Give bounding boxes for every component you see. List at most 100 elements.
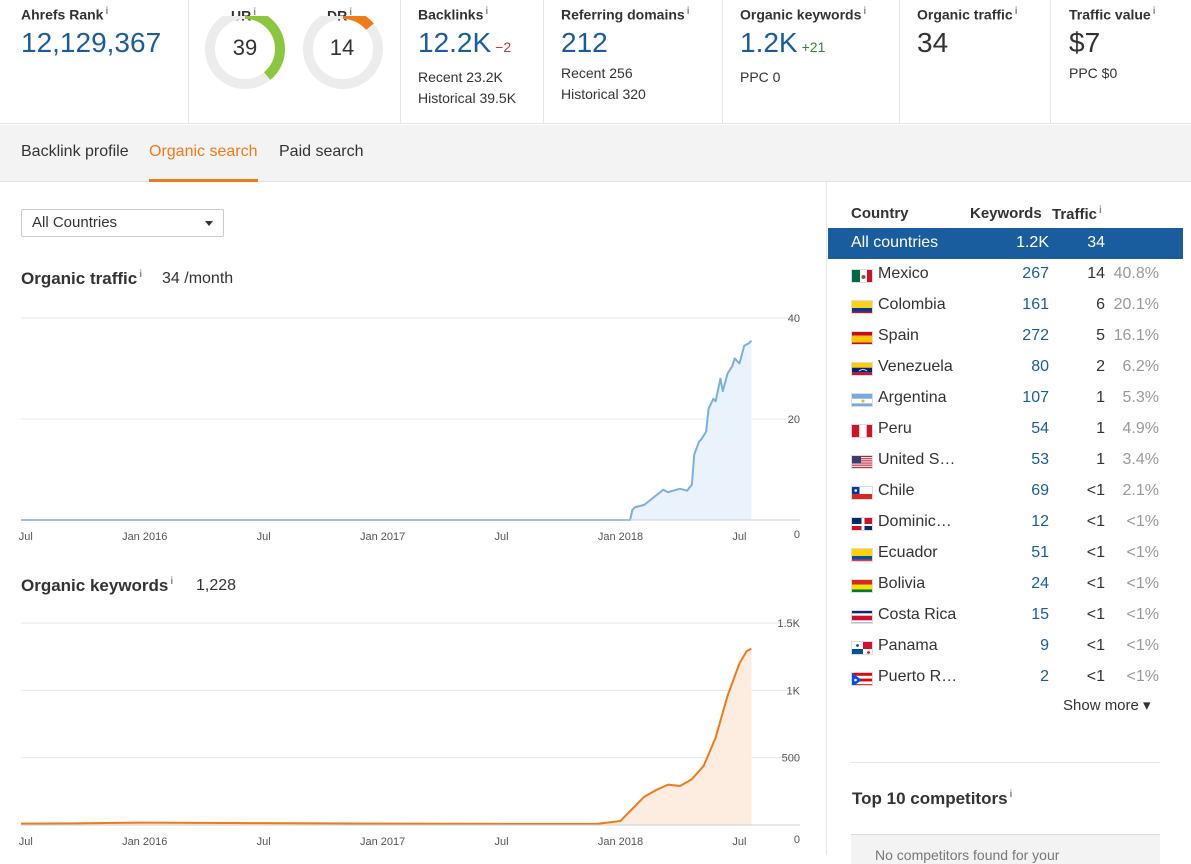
country-keywords[interactable]: 80	[1031, 358, 1049, 376]
country-keywords[interactable]: 69	[1031, 482, 1049, 500]
country-traffic-share: 16.1%	[1114, 327, 1159, 345]
country-name: All countries	[851, 234, 971, 252]
table-row[interactable]: Dominic…12<1<1%	[828, 507, 1183, 538]
table-row[interactable]: Venezuela 80 2 6.2%	[828, 352, 1183, 383]
table-row[interactable]: Puerto R…2<1<1%	[828, 662, 1183, 693]
country-traffic-share: 3.4%	[1123, 451, 1159, 469]
country-keywords[interactable]: 2	[1040, 668, 1049, 686]
country-name[interactable]: Puerto R…	[878, 668, 960, 686]
show-more-link[interactable]: Show more ▾	[1063, 696, 1151, 714]
info-icon[interactable]: i	[1015, 6, 1018, 17]
country-keywords[interactable]: 1.2K	[1016, 234, 1049, 252]
country-name[interactable]: Bolivia	[878, 575, 960, 593]
country-traffic: 1	[1096, 389, 1105, 407]
x-tick-label: Jan 2018	[598, 531, 643, 543]
country-name[interactable]: United S…	[878, 451, 960, 469]
country-traffic-share: 20.1%	[1114, 296, 1159, 314]
info-icon[interactable]: i	[1153, 6, 1156, 17]
country-name[interactable]: Spain	[878, 327, 960, 345]
country-traffic: <1	[1087, 575, 1105, 593]
country-keywords[interactable]: 267	[1022, 265, 1049, 283]
country-traffic: 2	[1096, 358, 1105, 376]
backlinks-value[interactable]: 12.2K	[418, 27, 491, 58]
country-keywords[interactable]: 9	[1040, 637, 1049, 655]
tab-paid-search[interactable]: Paid search	[279, 125, 364, 182]
tab-organic-search[interactable]: Organic search	[149, 125, 258, 182]
x-tick-label: Jan 2017	[360, 836, 405, 848]
table-row-all-countries[interactable]: All countries 1.2K 34	[828, 228, 1183, 259]
country-name[interactable]: Costa Rica	[878, 606, 960, 624]
info-icon[interactable]: i	[863, 6, 866, 17]
country-filter-select[interactable]: All Countries	[21, 209, 224, 237]
country-keywords[interactable]: 107	[1022, 389, 1049, 407]
series-area	[21, 341, 751, 520]
country-name[interactable]: Peru	[878, 420, 960, 438]
x-tick-label: Jul	[19, 531, 33, 543]
referring-domains-value[interactable]: 212	[561, 27, 722, 59]
info-icon[interactable]: i	[687, 6, 690, 17]
country-filter-value: All Countries	[32, 214, 117, 231]
country-name[interactable]: Argentina	[878, 389, 960, 407]
flag-pr-icon	[851, 672, 873, 686]
x-tick-label: Jan 2018	[598, 836, 643, 848]
country-keywords[interactable]: 15	[1031, 606, 1049, 624]
referring-domains-recent: Recent 256	[561, 63, 722, 84]
traffic-value-value: $7	[1069, 27, 1191, 59]
info-icon[interactable]: i	[1099, 205, 1102, 216]
x-tick-label: Jul	[257, 531, 271, 543]
country-traffic: 34	[1087, 234, 1105, 252]
country-keywords[interactable]: 53	[1031, 451, 1049, 469]
competitors-empty-box: No competitors found for your	[851, 834, 1160, 864]
country-name[interactable]: Colombia	[878, 296, 960, 314]
country-keywords[interactable]: 54	[1031, 420, 1049, 438]
country-name[interactable]: Venezuela	[878, 358, 960, 376]
country-header[interactable]: Country	[851, 205, 909, 222]
country-keywords[interactable]: 272	[1022, 327, 1049, 345]
info-icon[interactable]: i	[485, 6, 488, 17]
info-icon[interactable]: i	[105, 6, 108, 17]
country-name[interactable]: Dominic…	[878, 513, 960, 531]
country-keywords[interactable]: 12	[1031, 513, 1049, 531]
info-icon[interactable]: i	[1010, 789, 1013, 800]
country-traffic: 14	[1087, 265, 1105, 283]
traffic-header[interactable]: Traffic	[1052, 206, 1097, 223]
country-keywords[interactable]: 51	[1031, 544, 1049, 562]
country-name[interactable]: Ecuador	[878, 544, 960, 562]
info-icon[interactable]: i	[139, 269, 142, 280]
country-traffic: <1	[1087, 637, 1105, 655]
country-name[interactable]: Chile	[878, 482, 960, 500]
country-traffic: <1	[1087, 544, 1105, 562]
y-tick-label: 0	[794, 529, 800, 541]
organic-keywords-chart-title: Organic keywords	[21, 576, 168, 595]
country-traffic: <1	[1087, 513, 1105, 531]
country-traffic-share: 6.2%	[1123, 358, 1159, 376]
country-keywords[interactable]: 24	[1031, 575, 1049, 593]
flag-ec-icon	[851, 548, 873, 562]
info-icon[interactable]: i	[170, 576, 173, 587]
flag-ar-icon	[851, 393, 873, 407]
tab-backlink-profile[interactable]: Backlink profile	[21, 125, 129, 182]
y-tick-label: 1.5K	[777, 618, 800, 630]
caret-down-icon	[205, 221, 213, 226]
keywords-header[interactable]: Keywords	[970, 205, 1042, 222]
flag-cr-icon	[851, 610, 873, 624]
country-name[interactable]: Panama	[878, 637, 960, 655]
country-name[interactable]: Mexico	[878, 265, 960, 283]
flag-bo-icon	[851, 579, 873, 593]
ahrefs-rank-value: 12,129,367	[21, 27, 187, 59]
country-keywords[interactable]: 161	[1022, 296, 1049, 314]
organic-keywords-value[interactable]: 1.2K	[740, 27, 798, 58]
